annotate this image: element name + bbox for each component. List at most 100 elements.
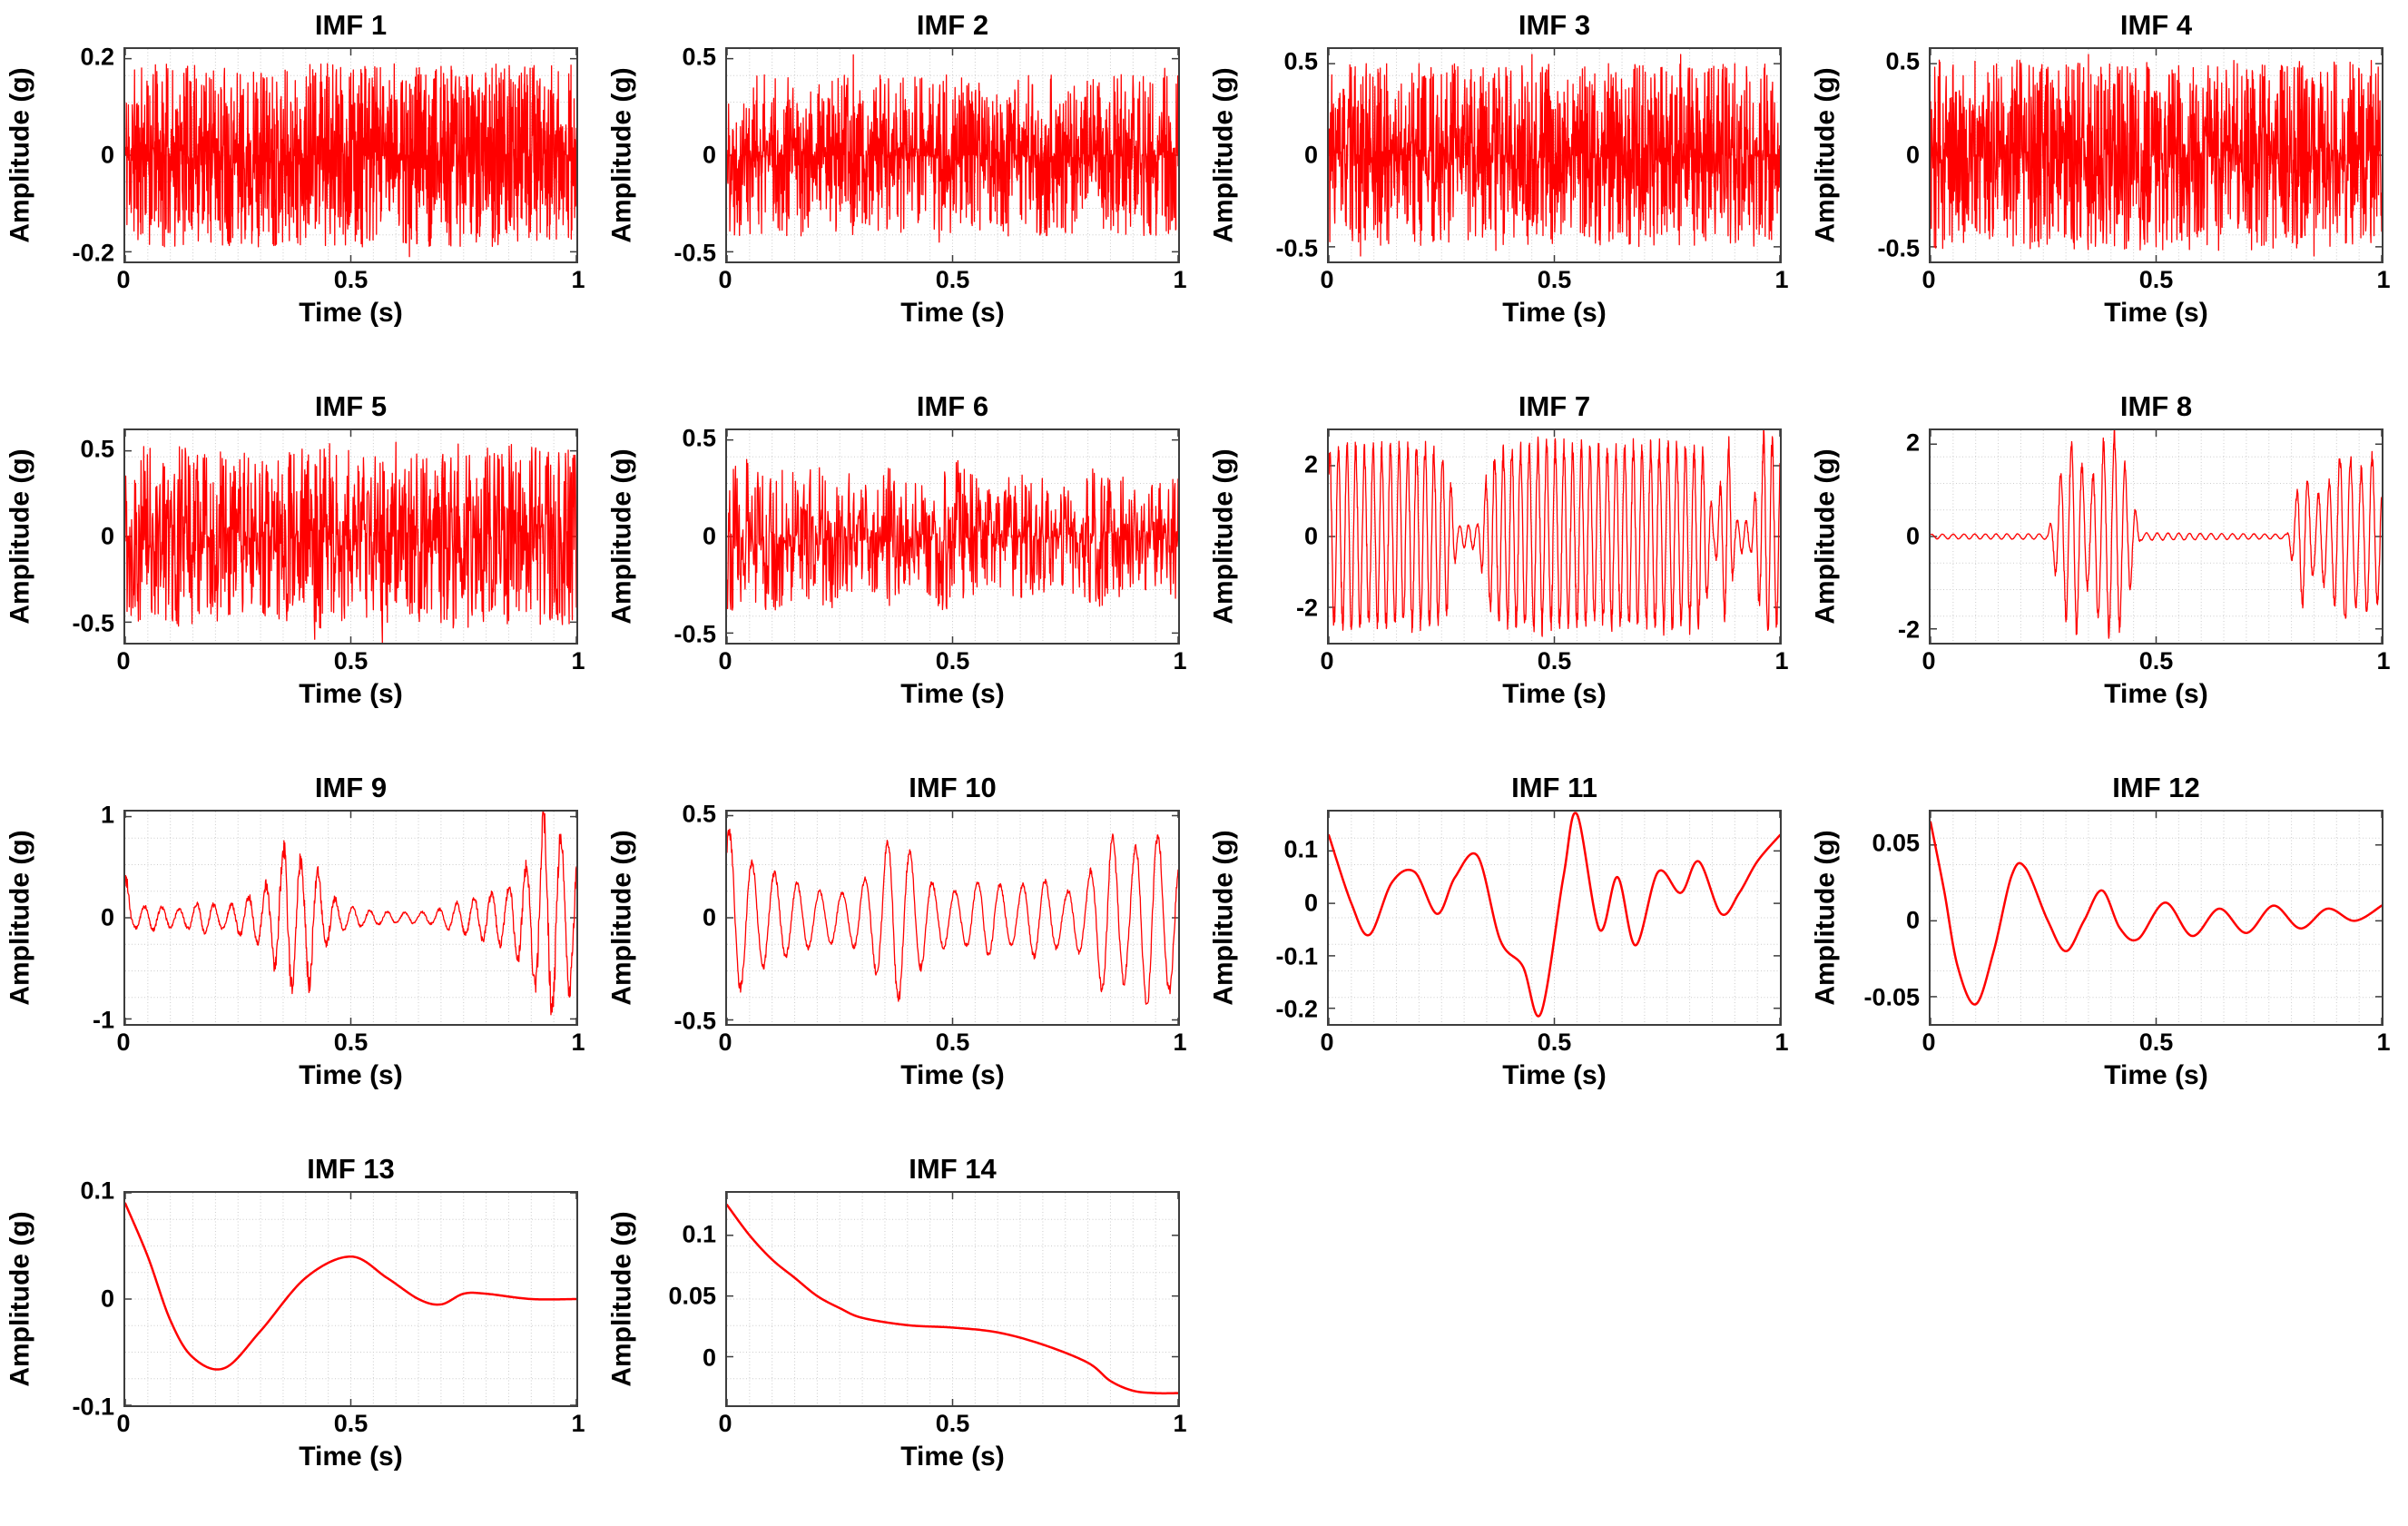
x-tick-labels: 0 0.5 1: [116, 1026, 585, 1058]
waveform-canvas: [1329, 812, 1780, 1024]
y-tick-label: 0.5: [1283, 47, 1318, 75]
x-tick-label: 1: [571, 1029, 585, 1056]
x-axis-label: Time (s): [299, 1060, 403, 1090]
plot-title: IMF 5: [314, 390, 388, 422]
y-tick-label: 0.5: [682, 424, 716, 452]
plot-area: [1327, 47, 1782, 263]
x-tick-label: 0.5: [2138, 266, 2174, 293]
x-tick-label: 0: [718, 647, 732, 674]
x-tick-label: 0.5: [935, 647, 970, 674]
x-axis-label: Time (s): [900, 1060, 1005, 1090]
plot-area: [123, 810, 578, 1026]
y-tick-label: 0: [702, 903, 716, 931]
y-tick-label: 0: [1905, 522, 1920, 550]
y-tick-label: 0.5: [80, 435, 114, 463]
y-axis-label-text: Amplitude (g): [1811, 67, 1841, 243]
y-axis-label-text: Amplitude (g): [607, 830, 637, 1006]
x-tick-labels: 0 0.5 1: [1921, 645, 2390, 677]
plot-area: [1327, 428, 1782, 645]
subplot-imf5: IMF 5 Amplitude (g) 0.5 0 -0.5 0 0.5 1 Time (s): [0, 381, 602, 763]
x-axis-label: Time (s): [299, 679, 403, 709]
x-axis-label: Time (s): [2104, 679, 2208, 709]
y-tick-label: 0: [702, 1344, 716, 1372]
x-axis-label: Time (s): [900, 298, 1005, 328]
subplot-imf14: IMF 14 Amplitude (g) 0.1 0.05 0 0 0.5 1 Time (s): [602, 1144, 1204, 1525]
subplot-imf1: IMF 1 Amplitude (g) 0.2 0 -0.2 0 0.5 1 Time (s): [0, 0, 602, 381]
y-tick-label: 0.1: [682, 1220, 716, 1248]
y-tick-labels: 0.1 0 -0.1 -0.2: [1243, 810, 1327, 1026]
y-tick-label: -0.1: [1275, 942, 1318, 970]
y-axis-label: Amplitude (g): [1807, 428, 1845, 645]
waveform-canvas: [727, 430, 1178, 643]
y-tick-label: 0.1: [1283, 835, 1318, 863]
x-tick-labels: 0 0.5 1: [1921, 263, 2390, 296]
y-tick-labels: 1 0 -1: [40, 801, 123, 1034]
plot-area: [725, 810, 1180, 1026]
x-tick-label: 0.5: [1537, 1029, 1572, 1056]
plot-area: [123, 47, 578, 263]
x-tick-label: 0.5: [2138, 647, 2174, 674]
x-tick-label: 0.5: [2138, 1029, 2174, 1056]
y-tick-label: 0.1: [80, 1176, 114, 1205]
x-tick-label: 0: [718, 1410, 732, 1437]
x-tick-label: 1: [571, 266, 585, 293]
x-tick-label: 0.5: [333, 1029, 369, 1056]
plot-area: [1929, 47, 2383, 263]
plot-area: [725, 428, 1180, 645]
y-tick-label: -0.2: [72, 239, 114, 267]
x-tick-label: 0: [1921, 647, 1936, 674]
y-tick-label: 0: [1303, 522, 1318, 550]
y-tick-label: 0: [100, 903, 114, 931]
y-tick-labels: 2 0 -2: [1845, 428, 1929, 645]
waveform-canvas: [1329, 49, 1780, 261]
x-axis-label: Time (s): [1502, 1060, 1607, 1090]
plot-area: [123, 428, 578, 645]
x-tick-label: 1: [1173, 1029, 1187, 1056]
y-axis-label: Amplitude (g): [604, 1191, 642, 1407]
plot-title: IMF 10: [909, 772, 997, 803]
x-axis-label: Time (s): [1502, 298, 1607, 328]
plot-title: IMF 7: [1518, 390, 1591, 422]
y-axis-label: Amplitude (g): [1807, 810, 1845, 1026]
y-tick-label: -1: [92, 1006, 114, 1034]
x-tick-label: 0: [1320, 266, 1334, 293]
x-tick-label: 0: [718, 266, 732, 293]
plot-area: [123, 1191, 578, 1407]
x-tick-labels: 0 0.5 1: [1320, 645, 1788, 677]
x-tick-labels: 0 0.5 1: [1921, 1026, 2390, 1058]
x-tick-label: 0: [1320, 647, 1334, 674]
waveform-canvas: [125, 49, 576, 261]
y-tick-label: 0: [1303, 141, 1318, 169]
subplot-imf4: IMF 4 Amplitude (g) 0.5 0 -0.5 0 0.5 1 Time (s): [1805, 0, 2407, 381]
x-axis-label: Time (s): [299, 298, 403, 328]
y-axis-label-text: Amplitude (g): [1811, 830, 1841, 1006]
y-tick-labels: 0.5 0 -0.5: [642, 800, 725, 1035]
y-tick-labels: 0.5 0 -0.5: [40, 428, 123, 645]
y-axis-label-text: Amplitude (g): [607, 448, 637, 625]
waveform-canvas: [727, 812, 1178, 1024]
y-tick-label: -0.5: [72, 609, 114, 637]
x-tick-labels: 0 0.5 1: [718, 645, 1186, 677]
y-axis-label-text: Amplitude (g): [607, 67, 637, 243]
x-tick-label: 0: [116, 1410, 131, 1437]
plot-area: [725, 47, 1180, 263]
y-tick-label: 0: [1905, 906, 1920, 934]
y-tick-labels: 2 0 -2: [1243, 428, 1327, 645]
x-tick-labels: 0 0.5 1: [116, 263, 585, 296]
x-tick-label: 0: [718, 1029, 732, 1056]
x-tick-label: 0.5: [333, 266, 369, 293]
waveform-canvas: [125, 1193, 576, 1405]
y-tick-labels: 0.5 0 -0.5: [1243, 47, 1327, 263]
waveform-canvas: [1931, 49, 2382, 261]
subplot-imf9: IMF 9 Amplitude (g) 1 0 -1 0 0.5 1 Time (s): [0, 763, 602, 1144]
subplot-imf2: IMF 2 Amplitude (g) 0.5 0 -0.5 0 0.5 1 Time (s): [602, 0, 1204, 381]
y-tick-label: -0.5: [1275, 234, 1318, 262]
x-axis-label: Time (s): [299, 1442, 403, 1472]
x-tick-label: 0: [1921, 266, 1936, 293]
y-tick-label: -2: [1295, 594, 1318, 622]
x-axis-label: Time (s): [900, 1442, 1005, 1472]
y-tick-labels: 0.5 0 -0.5: [642, 43, 725, 266]
plot-area: [725, 1191, 1180, 1407]
x-tick-label: 0: [1320, 1029, 1334, 1056]
